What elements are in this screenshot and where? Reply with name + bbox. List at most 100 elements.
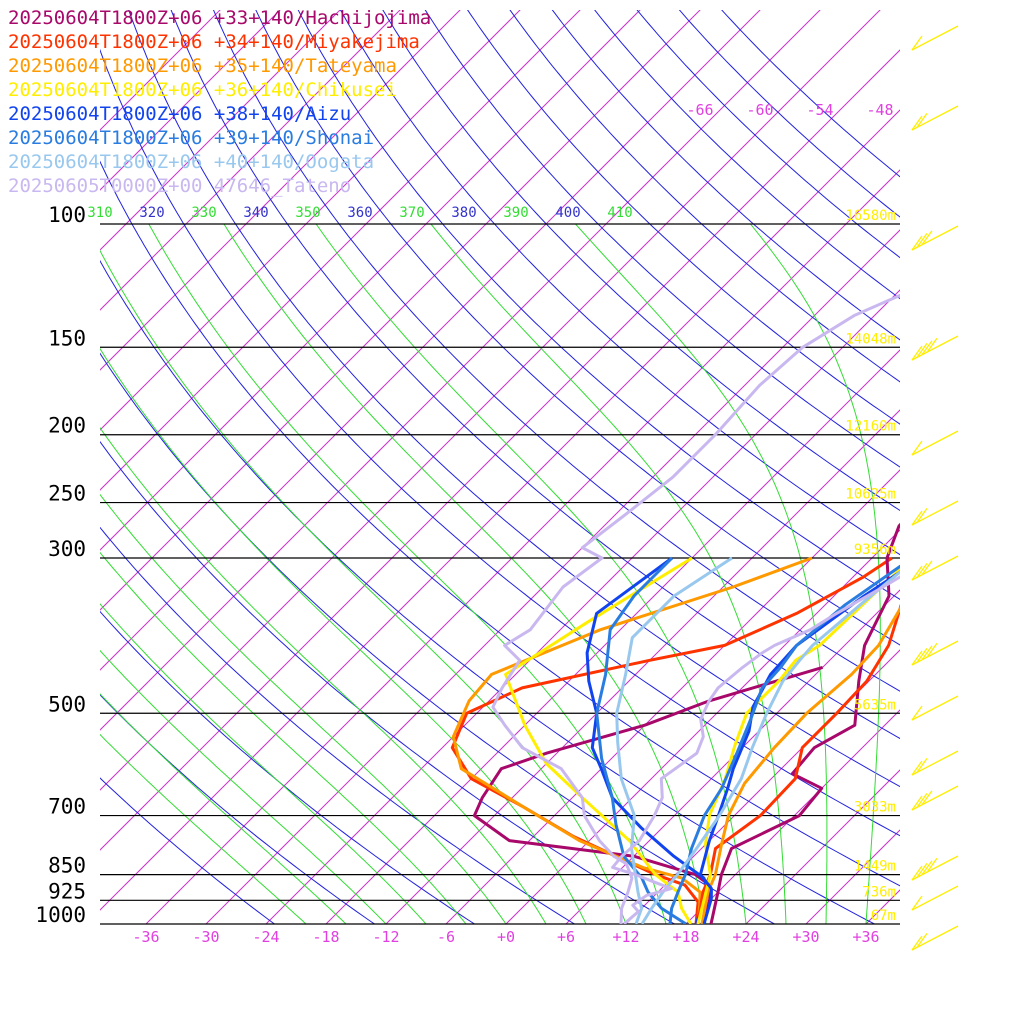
temperature-line [611,575,900,924]
temperature-tick-label: -36 [132,928,159,946]
moist-adiabat [100,733,307,924]
wind-barb [911,750,959,776]
wind-barb-flag [911,935,923,951]
moist-adiabat [100,347,587,924]
wind-barb-flag [911,115,923,131]
pressure-label: 925 [48,879,86,903]
wind-barb [911,430,959,456]
temperature-tick-label: -12 [372,928,399,946]
legend-item: 20250604T1800Z+06 +35+140/Tateyama [8,55,397,77]
wind-barb-shaft [911,640,959,666]
wind-barb-shaft [911,105,959,131]
wind-barb-flag [916,933,928,948]
wind-barb-flag [911,650,923,666]
pressure-label: 200 [48,414,86,438]
temperature-tick-label: -24 [252,928,279,946]
wind-barb-flag [926,857,938,873]
pressure-label: 250 [48,482,86,506]
dewpoint-line [450,556,893,924]
dry-adiabat [255,10,900,646]
pressure-label: 1000 [35,903,86,927]
height-label: 12160m [845,419,896,435]
wind-barb-flag [916,648,928,663]
legend-item: 20250605T0000Z+00 47646_Tateno [8,175,352,197]
wind-barb-flag [916,563,928,578]
dewpoint-line [615,556,733,924]
isotherm [100,10,521,431]
theta-label: 320 [139,205,164,221]
legend: 20250604T1800Z+06 +33+140/Hachijojima 20… [8,6,431,198]
dry-adiabat [100,259,876,924]
dewpoint-line [451,556,813,924]
height-label: 9356m [854,542,896,558]
wind-barb-flag [911,705,923,721]
isotherm [100,109,900,911]
temperature-tick-label: +0 [497,928,515,946]
temperature-line [709,522,900,924]
pressure-label: 500 [48,692,86,716]
isotherm [926,0,1024,924]
dry-adiabat [467,10,900,425]
isotherm [986,0,1024,924]
pressure-label: 300 [48,537,86,561]
wind-barb-flag [921,790,933,806]
dewpoint-line [595,556,687,924]
dry-adiabat [424,10,900,468]
dry-adiabat [100,610,476,924]
temperature-line [700,606,900,924]
wind-barb-flag [911,565,923,581]
temperature-tick-label: +36 [852,928,879,946]
wind-barb [911,925,959,951]
dry-adiabat [100,440,676,924]
wind-barb-shaft [911,430,959,456]
height-label: 1449m [854,859,896,875]
isotherm [100,10,761,671]
wind-barb-shaft [911,25,959,51]
isotherm [805,829,900,924]
wind-barb-shaft [911,695,959,721]
wind-barbs [911,25,959,951]
dry-adiabat [100,160,900,887]
dry-adiabat [721,10,900,178]
theta-label: 310 [87,205,112,221]
temperature-line [698,570,900,924]
legend-item: 20250604T1800Z+06 +33+140/Hachijojima [8,7,432,29]
height-label: 16580m [845,208,896,224]
wind-barb-flag [921,860,933,876]
wind-barb [911,885,959,911]
legend-item: 20250604T1800Z+06 +40+140/Oogata [8,151,375,173]
isotherm [100,10,641,551]
dry-adiabat [128,10,900,788]
isotherm [445,469,900,924]
dry-adiabat [297,10,900,600]
isotherm [205,229,900,924]
temperature-tick-label: -30 [192,928,219,946]
wind-barb-flag [916,113,928,128]
wind-barb [911,25,959,51]
wind-barb-shaft [911,885,959,911]
isotherm [100,10,821,731]
pressure-label: 850 [48,854,86,878]
upper-temperature-label: -66 [686,101,713,119]
wind-barb-flag [921,645,933,661]
isotherm [100,10,581,491]
wind-barb-flag [911,35,923,51]
theta-label: 340 [243,205,268,221]
wind-barb-shaft [911,855,959,881]
legend-item: 20250604T1800Z+06 +39+140/Shonai [8,127,375,149]
theta-label: 360 [347,205,372,221]
wind-barb [911,500,959,526]
wind-barb [911,105,959,131]
wind-barb [911,640,959,666]
profiles [450,293,900,924]
legend-item: 20250604T1800Z+06 +38+140/Aizu [8,103,352,125]
theta-label: 330 [191,205,216,221]
isotherm [100,10,461,371]
isotherm [145,169,900,924]
isobars [100,223,900,925]
wind-barb-flag [911,510,923,526]
pressure-label: 700 [48,795,86,819]
height-label: 736m [862,884,896,900]
temperature-tick-label: +18 [672,928,699,946]
wind-barb-flag [916,863,928,878]
